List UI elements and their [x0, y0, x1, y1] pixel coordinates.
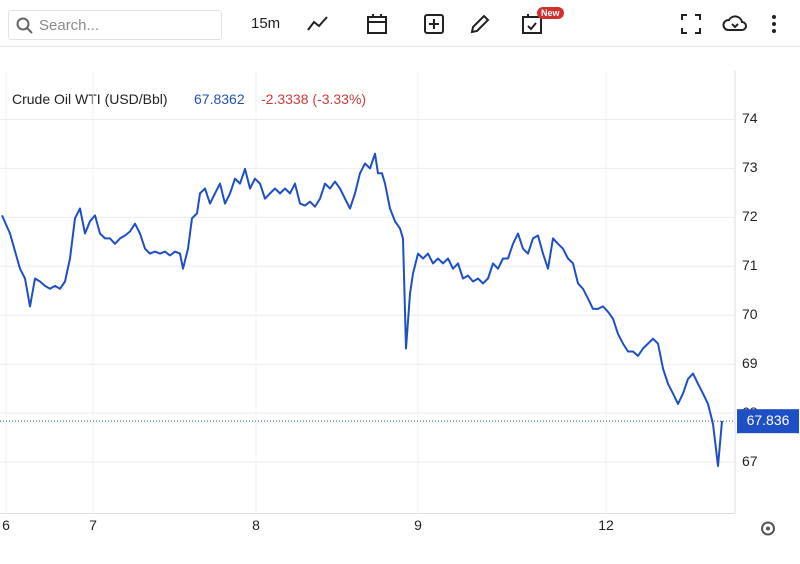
events-button[interactable] [520, 12, 544, 36]
search-icon [16, 17, 33, 34]
menu-button[interactable] [768, 12, 780, 36]
y-tick-label: 73 [742, 159, 758, 175]
price-label-box [737, 409, 799, 434]
y-tick-label: 74 [742, 110, 758, 126]
y-tick-label: 71 [742, 257, 758, 273]
x-tick-label: 7 [89, 517, 97, 533]
instrument-name: Crude Oil WTI (USD/Bbl) [12, 91, 168, 107]
x-tick-label: 12 [598, 517, 614, 533]
last-price: 67.8362 [194, 91, 245, 107]
search-placeholder: Search... [39, 17, 100, 34]
add-button[interactable] [422, 12, 446, 36]
price-label: 67.836 [747, 412, 790, 428]
x-tick-label: 6 [2, 517, 10, 533]
x-tick-label: 8 [252, 517, 260, 533]
download-button[interactable] [722, 12, 748, 36]
toolbar: Search... 15m New [0, 0, 800, 47]
y-tick-label: 70 [742, 306, 758, 322]
y-tick-label: 72 [742, 208, 758, 224]
draw-button[interactable] [468, 12, 492, 36]
page: Search... 15m New Crude Oil WTI (USD/Bbl… [0, 0, 800, 536]
price-line [1, 152, 723, 467]
x-tick-label: 9 [414, 517, 422, 533]
interval-button[interactable]: 15m [251, 15, 281, 32]
y-tick-label: 69 [742, 355, 758, 371]
chart-type-button[interactable] [306, 12, 330, 36]
new-badge: New [537, 7, 564, 19]
price-change: -2.3338 (-3.33%) [261, 91, 366, 107]
fullscreen-button[interactable] [679, 12, 703, 36]
calendar-button[interactable] [365, 12, 389, 36]
search-box[interactable]: Search... [8, 10, 222, 40]
settings-icon[interactable] [761, 521, 775, 536]
chart: Crude Oil WTI (USD/Bbl) 67.8362 -2.3338 … [0, 70, 799, 536]
y-tick-label: 67 [742, 453, 758, 469]
